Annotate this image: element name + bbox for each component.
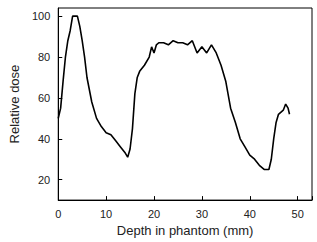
svg-text:0: 0 (55, 208, 61, 220)
svg-text:50: 50 (292, 208, 304, 220)
svg-text:80: 80 (38, 51, 50, 63)
svg-text:20: 20 (38, 174, 50, 186)
svg-text:60: 60 (38, 92, 50, 104)
svg-text:20: 20 (148, 208, 160, 220)
svg-text:100: 100 (32, 10, 50, 22)
svg-text:10: 10 (100, 208, 112, 220)
svg-text:30: 30 (196, 208, 208, 220)
svg-text:40: 40 (38, 133, 50, 145)
svg-text:Relative dose: Relative dose (7, 65, 22, 144)
svg-text:40: 40 (244, 208, 256, 220)
svg-text:Depth in phantom (mm): Depth in phantom (mm) (117, 223, 254, 238)
